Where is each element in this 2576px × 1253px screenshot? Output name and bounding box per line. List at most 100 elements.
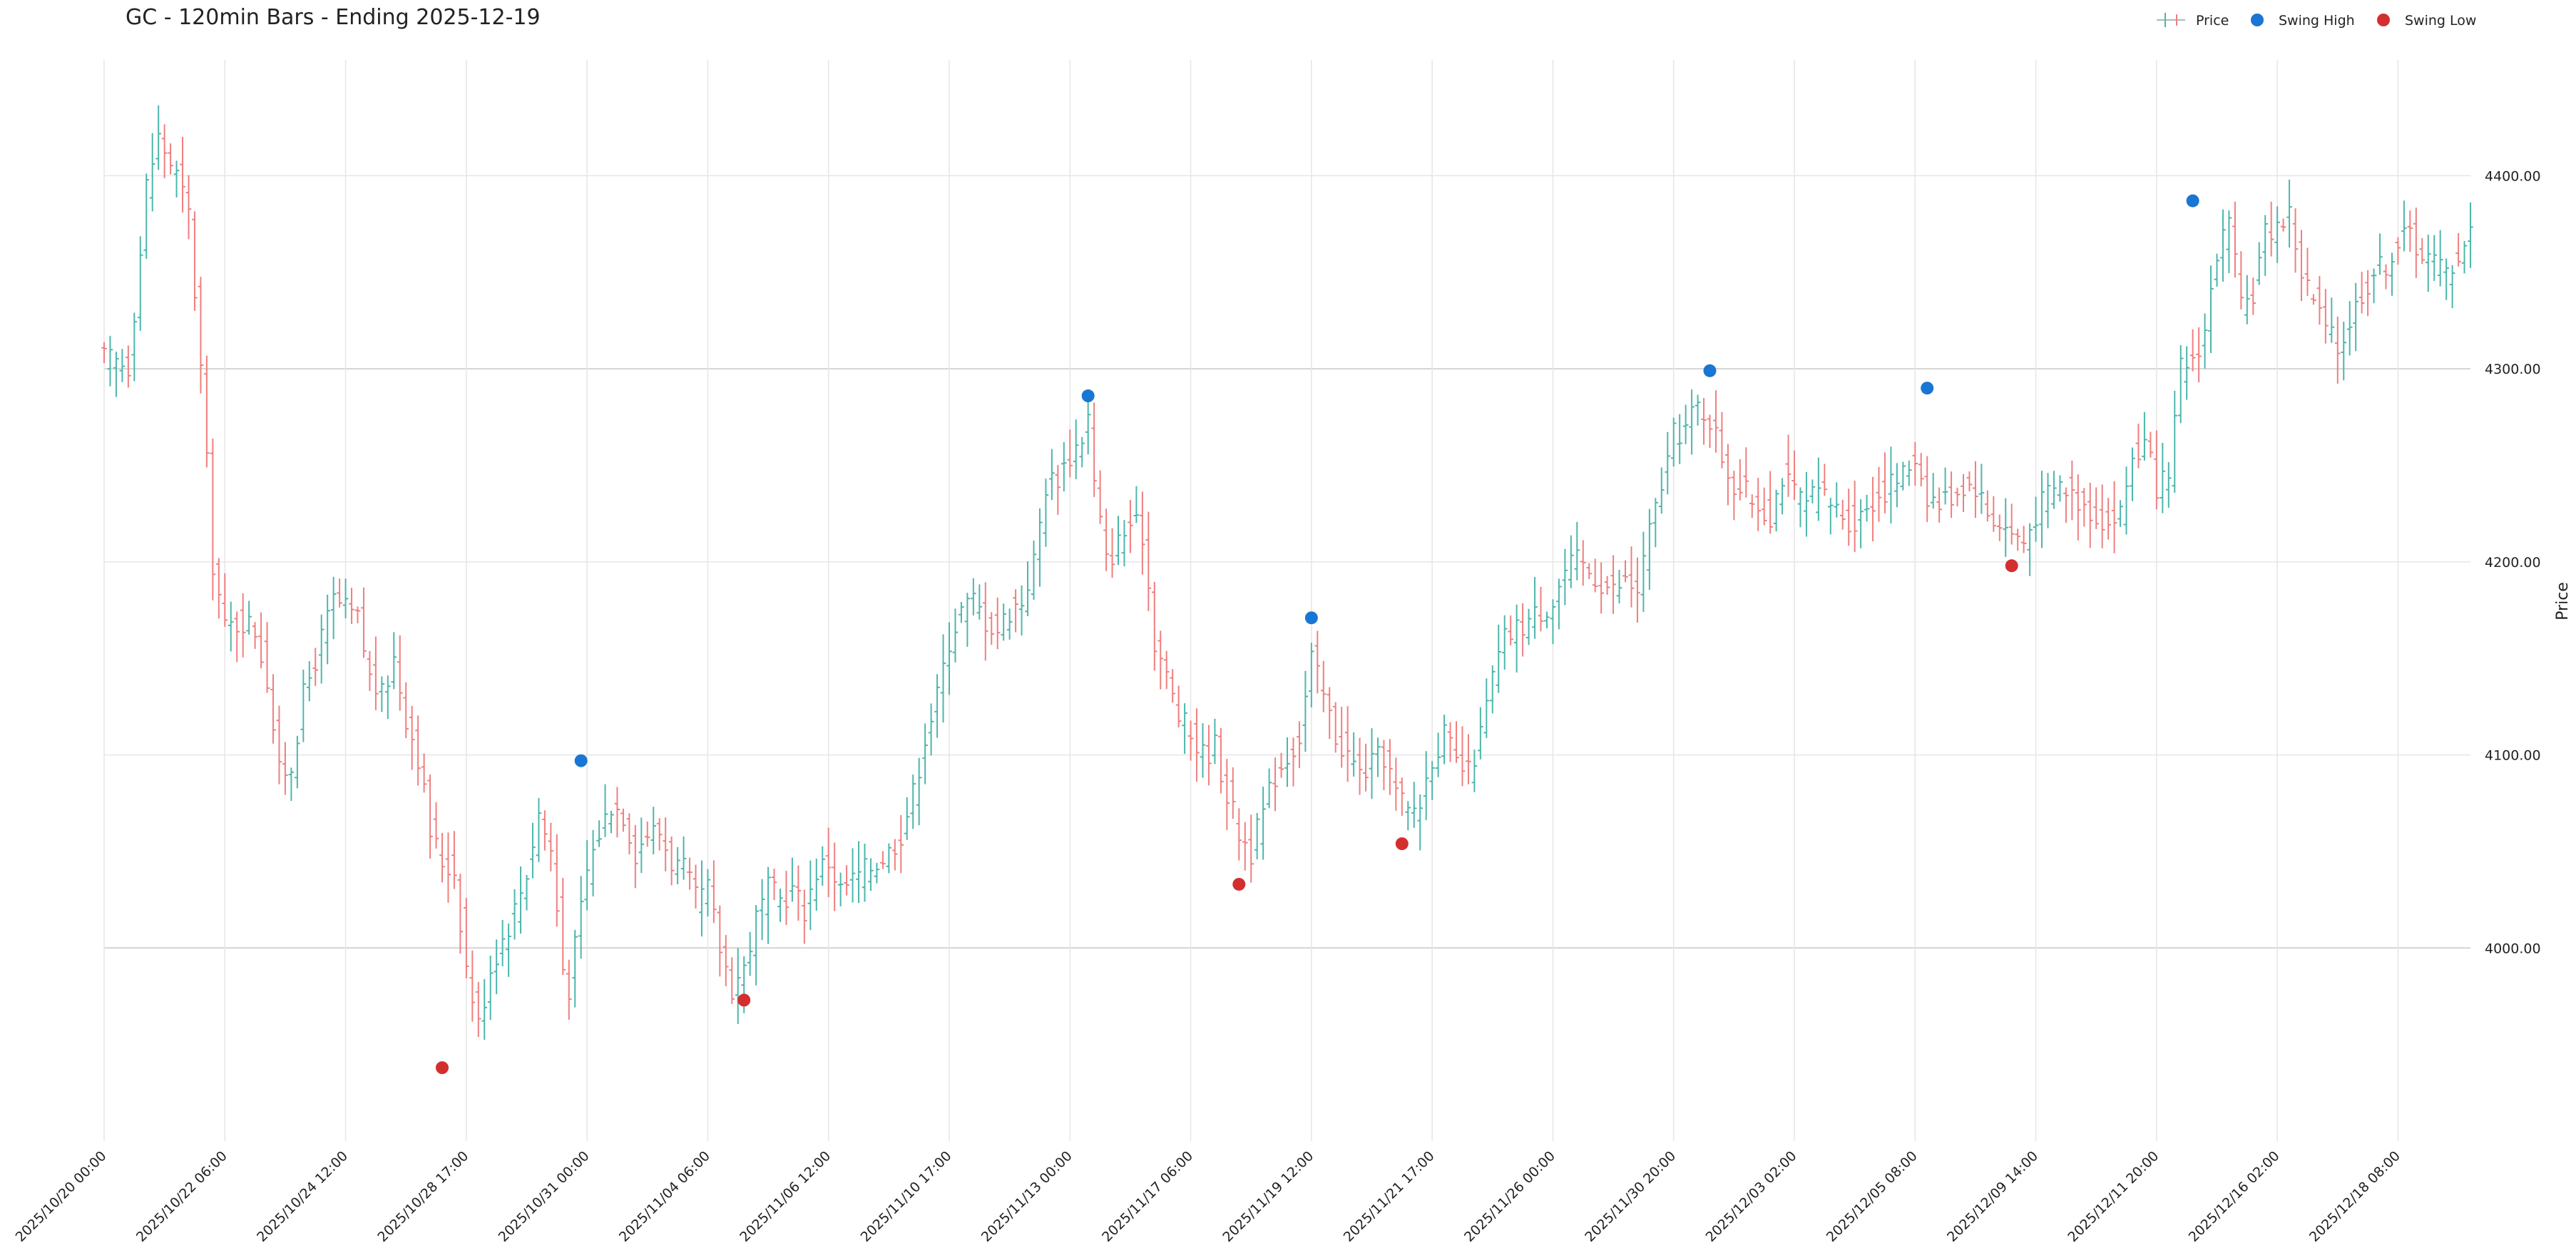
ohlc-bar [1622,560,1628,583]
ohlc-bar [729,957,735,1004]
swing-low-point [436,1061,449,1075]
swing-high-point [574,754,588,767]
ohlc-bar [1640,531,1647,612]
ohlc-bar [1393,757,1399,811]
ohlc-bar [234,611,240,663]
ohlc-bar [1297,721,1302,769]
ohlc-bar [2226,210,2232,273]
ohlc-bar [668,836,675,886]
x-tick-label: 2025/10/28 17:00 [374,1148,471,1245]
ohlc-bar [1598,562,1604,614]
ohlc-bar [656,818,663,851]
ohlc-bar [590,830,596,897]
ohlc-bar [2346,301,2353,356]
ohlc-bar [2316,275,2323,325]
ohlc-bar [1055,464,1061,515]
ohlc-bar [421,753,427,793]
x-tick-label: 2025/11/13 00:00 [978,1148,1075,1245]
ohlc-bar [1278,752,1284,778]
ohlc-bar [367,651,373,691]
ohlc-bar [1121,520,1128,567]
ohlc-bar [1978,464,1985,514]
ohlc-bar [1423,751,1429,821]
ohlc-bar [1441,714,1447,764]
ohlc-bar [1489,665,1496,714]
ohlc-bar [361,587,367,658]
ohlc-bar [180,136,185,213]
ohlc-bar [1266,768,1272,809]
ohlc-bar [1695,394,1701,426]
ohlc-bar [771,869,777,901]
ohlc-bar [1320,660,1327,712]
ohlc-bar [173,160,180,198]
ohlc-bar [2045,473,2051,528]
ohlc-bar [216,558,222,619]
ohlc-bar [469,950,476,1022]
ohlc-bar [1194,708,1200,782]
ohlc-bar [324,594,330,665]
ohlc-bar [1864,494,1870,522]
swing-low-point [1395,837,1409,851]
ohlc-bar [1200,723,1206,778]
ohlc-bar [1996,514,2003,541]
ohlc-bar [886,843,892,874]
ohlc-bar [735,948,741,1024]
ohlc-bar [880,851,886,869]
ohlc-bar [626,813,633,855]
ohlc-bar [2449,265,2455,309]
ohlc-bar [1049,449,1055,501]
ohlc-bar [1496,625,1502,693]
ohlc-bar [185,175,192,240]
ohlc-bar [2087,482,2093,548]
ohlc-bar [300,670,307,742]
ohlc-bar [705,869,711,917]
ohlc-bar [2274,206,2280,263]
ohlc-bar [1846,489,1851,546]
ohlc-bar [1737,459,1743,501]
x-tick-label: 2025/12/05 08:00 [1824,1148,1921,1245]
ohlc-bar [2189,329,2196,372]
x-tick-label: 2025/11/10 17:00 [858,1148,955,1245]
x-tick-label: 2025/12/11 20:00 [2065,1148,2162,1245]
ohlc-bar [1647,508,1652,590]
ohlc-bar [306,661,312,702]
ohlc-bar [1701,398,1707,445]
ohlc-bar [126,345,131,388]
ohlc-bar [409,705,415,770]
ohlc-bar [994,598,1001,650]
ohlc-bar [1513,604,1520,672]
ohlc-bar [1128,500,1133,553]
ohlc-bar [2177,344,2184,424]
ohlc-bar [1918,453,1924,487]
ohlc-bar [2160,442,2166,513]
ohlc-bar [445,832,451,903]
ohlc-bar [1985,490,1990,522]
ohlc-bar [2371,268,2377,304]
ohlc-bar [802,889,807,944]
ohlc-bar [2468,202,2473,268]
ohlc-bar [1363,743,1369,792]
y-axis-ticks: 4000.00 4100.00 4200.00 4300.00 4400.00 [2485,168,2541,956]
ohlc-bar [119,349,126,382]
ohlc-bar [342,578,349,618]
ohlc-bar [1272,757,1278,812]
ohlc-bar [747,931,753,976]
ohlc-bar [481,978,488,1040]
ohlc-bar [1725,444,1731,506]
ohlc-bar [1417,794,1424,851]
ohlc-bar [499,919,506,967]
ohlc-bar [1339,707,1344,768]
swing-low-point [737,993,751,1007]
ohlc-bar [312,648,319,686]
ohlc-bar [874,862,880,884]
ohlc-bar [1399,777,1405,816]
ohlc-bar [337,578,342,608]
ohlc-bar [1175,685,1182,728]
legend: Price Swing High Swing Low [2157,13,2476,29]
ohlc-bar [1888,446,1894,524]
ohlc-bar [113,352,119,397]
ohlc-bar [916,757,922,826]
swing-high-point [1081,389,1095,403]
ohlc-bar [1586,563,1593,579]
